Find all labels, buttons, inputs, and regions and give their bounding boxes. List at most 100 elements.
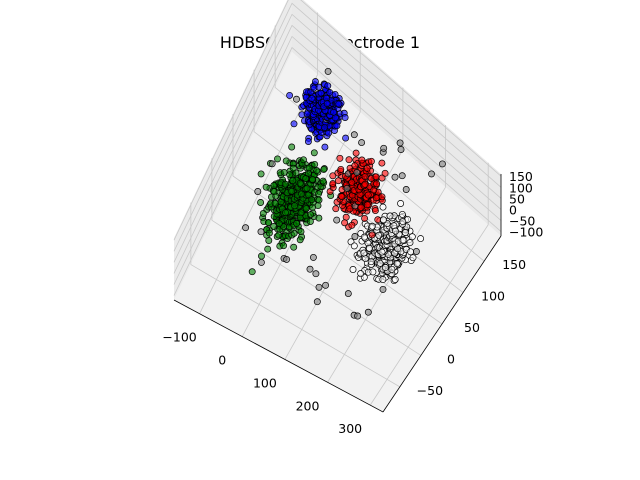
data-point — [303, 184, 311, 192]
data-point — [275, 231, 283, 239]
data-point — [297, 209, 305, 217]
data-point — [365, 244, 373, 252]
data-point — [257, 199, 265, 206]
data-point — [336, 154, 344, 162]
data-point — [323, 100, 331, 108]
data-point — [337, 165, 345, 173]
data-point — [381, 169, 389, 177]
data-point — [361, 180, 369, 188]
grid-line — [190, 264, 401, 388]
data-point — [438, 160, 446, 168]
data-point — [307, 211, 315, 219]
data-point — [310, 84, 318, 92]
data-point — [302, 175, 310, 183]
data-point — [330, 108, 338, 116]
data-point — [303, 110, 311, 118]
data-point — [311, 160, 319, 168]
data-point — [309, 175, 316, 183]
data-point — [371, 207, 379, 215]
data-point — [368, 222, 376, 230]
data-point — [401, 229, 409, 236]
grid-line — [173, 46, 502, 296]
data-point — [349, 266, 357, 273]
data-point — [363, 164, 371, 172]
data-point — [350, 242, 358, 250]
y-tick-label: 0 — [447, 351, 455, 366]
data-point — [361, 214, 369, 222]
data-point — [338, 193, 346, 201]
z-tick-label: −100 — [509, 225, 543, 240]
data-point — [270, 182, 278, 189]
z-tick-label: 100 — [509, 180, 533, 195]
data-point — [402, 186, 410, 193]
data-point — [392, 227, 399, 235]
data-point — [242, 224, 250, 232]
data-point — [321, 123, 329, 131]
data-point — [396, 139, 404, 147]
data-point — [372, 173, 380, 181]
data-point — [288, 187, 296, 195]
z-tick-label: −50 — [509, 214, 535, 229]
data-point — [315, 214, 323, 222]
grid-lines — [173, 0, 502, 406]
data-point — [289, 164, 297, 172]
data-point — [322, 281, 330, 289]
data-point — [282, 157, 290, 165]
data-point — [353, 169, 361, 176]
data-point — [312, 270, 320, 278]
data-point — [358, 139, 366, 147]
data-point — [354, 312, 362, 320]
data-point — [368, 231, 376, 239]
data-point — [258, 252, 265, 260]
grid-line — [173, 35, 502, 285]
data-point — [264, 245, 272, 253]
data-point — [380, 216, 387, 224]
z-tick-label: 150 — [509, 169, 533, 184]
data-point — [293, 95, 300, 103]
grid-line — [173, 24, 502, 274]
data-point — [399, 218, 407, 226]
data-point — [345, 156, 353, 164]
data-point — [290, 243, 298, 251]
x-axis-line — [173, 299, 384, 413]
data-point — [363, 201, 371, 209]
data-point — [304, 138, 312, 145]
data-point — [315, 190, 323, 198]
data-points — [242, 67, 446, 320]
data-point — [372, 194, 380, 202]
data-point — [343, 184, 351, 192]
data-point — [315, 196, 323, 204]
data-point — [333, 216, 341, 224]
data-point — [305, 164, 313, 172]
data-point — [297, 228, 305, 236]
data-point — [376, 259, 384, 267]
x-tick-label: 200 — [296, 398, 320, 413]
data-point — [313, 298, 321, 306]
y-tick-label: 50 — [464, 320, 480, 335]
data-point — [324, 82, 332, 90]
data-point — [379, 285, 387, 293]
data-point — [257, 228, 265, 236]
data-point — [399, 236, 407, 244]
data-point — [412, 248, 420, 255]
data-point — [296, 236, 304, 244]
data-point — [350, 131, 358, 139]
data-point — [310, 149, 318, 157]
z-tick-label: 50 — [509, 191, 525, 206]
data-point — [397, 146, 405, 153]
data-point — [358, 156, 366, 164]
data-point — [391, 173, 399, 181]
data-point — [275, 220, 283, 228]
data-point — [398, 172, 406, 180]
data-point — [334, 177, 342, 185]
data-point — [313, 167, 321, 175]
data-point — [321, 143, 329, 151]
data-point — [257, 170, 265, 178]
back-pane — [292, 0, 501, 236]
data-point — [329, 180, 337, 188]
grid-line — [232, 175, 443, 325]
y-tick-label: 100 — [481, 289, 505, 304]
data-point — [271, 199, 279, 207]
data-point — [348, 221, 356, 229]
